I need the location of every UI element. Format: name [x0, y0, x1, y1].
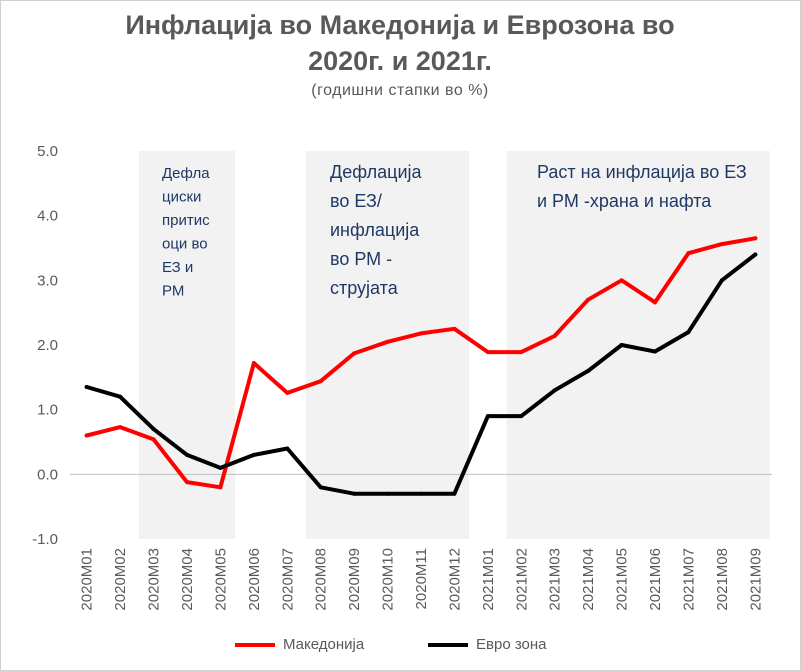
data-point-macedonia	[218, 485, 223, 490]
annotation-2-line: инфлација	[330, 220, 420, 240]
legend-swatch-macedonia	[235, 642, 275, 647]
data-point-eurozone	[84, 385, 89, 390]
x-tick-label: 2020M02	[112, 548, 129, 611]
data-point-eurozone	[719, 278, 724, 283]
data-point-macedonia	[653, 300, 657, 305]
chart-title-line1: Инфлација во Македонија и Еврозона во	[125, 10, 675, 40]
legend-item-macedonia: Македонија	[235, 636, 364, 653]
data-point-macedonia	[285, 390, 290, 395]
x-tick-label: 2020M09	[346, 548, 363, 611]
x-tick-label: 2020M07	[279, 548, 296, 611]
x-tick-label: 2021M09	[747, 548, 764, 611]
data-point-macedonia	[185, 480, 189, 485]
data-point-macedonia	[318, 379, 323, 384]
annotation-2-line: во РМ -	[330, 249, 392, 269]
data-point-macedonia	[619, 278, 624, 283]
data-point-eurozone	[185, 452, 189, 457]
x-tick-label: 2021M02	[513, 548, 530, 611]
data-point-eurozone	[118, 394, 123, 399]
annotation-1-line: оци во	[162, 236, 208, 253]
data-point-eurozone	[753, 252, 758, 257]
y-tick-label: 0.0	[37, 466, 58, 483]
annotation-1-line: ЕЗ и	[162, 259, 193, 276]
annotation-2-line: струјата	[330, 278, 399, 298]
legend: Македонија Евро зона	[0, 636, 801, 660]
data-point-macedonia	[519, 350, 524, 355]
x-tick-label: 2021M07	[680, 548, 697, 611]
data-point-macedonia	[151, 437, 156, 442]
annotation-2-line: во ЕЗ/	[330, 191, 382, 211]
annotation-3-line: Раст на инфлација во ЕЗ	[537, 162, 747, 182]
data-point-macedonia	[552, 333, 557, 338]
y-tick-label: 4.0	[37, 208, 58, 225]
data-point-macedonia	[251, 361, 256, 366]
chart-title-line2: 2020г. и 2021г.	[308, 46, 492, 76]
data-point-eurozone	[251, 452, 256, 457]
x-tick-label: 2021M06	[647, 548, 664, 611]
x-tick-label: 2020M05	[212, 548, 229, 611]
annotation-2-line: Дефлација	[330, 162, 422, 182]
data-point-macedonia	[719, 242, 724, 247]
x-tick-label: 2021M05	[614, 548, 631, 611]
data-point-eurozone	[151, 427, 156, 432]
data-point-macedonia	[686, 251, 691, 256]
y-tick-label: 3.0	[37, 272, 58, 289]
x-tick-label: 2020M01	[79, 548, 96, 611]
chart-subtitle: (годишни стапки во %)	[311, 82, 489, 99]
y-tick-label: 1.0	[37, 402, 58, 419]
data-point-eurozone	[686, 330, 691, 335]
y-tick-label: -1.0	[32, 531, 58, 548]
data-point-eurozone	[519, 414, 524, 419]
x-tick-label: 2020M04	[179, 548, 196, 611]
x-tick-label: 2021M03	[547, 548, 564, 611]
data-point-eurozone	[586, 368, 591, 373]
data-point-eurozone	[452, 491, 457, 496]
annotation-1-line: циски	[162, 189, 201, 206]
data-point-macedonia	[419, 331, 423, 336]
data-point-macedonia	[385, 339, 390, 344]
data-point-macedonia	[352, 351, 357, 356]
y-tick-label: 5.0	[37, 143, 58, 160]
x-tick-label: 2020M03	[146, 548, 163, 611]
y-tick-label: 2.0	[37, 337, 58, 354]
data-point-macedonia	[485, 350, 490, 355]
data-point-macedonia	[753, 236, 758, 241]
x-tick-label: 2020M12	[446, 548, 463, 611]
x-tick-label: 2020M08	[313, 548, 330, 611]
legend-swatch-eurozone	[428, 642, 468, 647]
x-tick-label: 2021M08	[714, 548, 731, 611]
data-point-eurozone	[485, 414, 490, 419]
data-point-eurozone	[318, 485, 323, 490]
data-point-eurozone	[552, 388, 557, 393]
annotation-1-line: притис	[162, 212, 210, 229]
x-tick-label: 2020M06	[246, 548, 263, 611]
data-point-eurozone	[653, 349, 657, 354]
legend-label-macedonia: Македонија	[283, 636, 365, 653]
data-point-eurozone	[218, 465, 223, 470]
legend-label-eurozone: Евро зона	[476, 636, 547, 653]
annotation-1-line: Дефла	[162, 165, 210, 182]
data-point-eurozone	[419, 491, 423, 496]
data-point-eurozone	[385, 491, 390, 496]
annotation-3-line: и РМ -храна и нафта	[537, 191, 712, 211]
legend-item-eurozone: Евро зона	[428, 636, 547, 653]
data-point-macedonia	[586, 297, 591, 302]
data-point-macedonia	[452, 326, 457, 331]
data-point-macedonia	[84, 433, 89, 438]
x-tick-label: 2021M01	[480, 548, 497, 611]
x-tick-label: 2020M11	[413, 548, 430, 609]
data-point-eurozone	[352, 491, 357, 496]
data-point-macedonia	[118, 425, 123, 430]
data-point-eurozone	[619, 343, 624, 347]
x-tick-label: 2021M04	[580, 548, 597, 611]
annotation-1-line: РМ	[162, 283, 184, 300]
data-point-eurozone	[285, 446, 290, 451]
x-tick-label: 2020M10	[380, 548, 397, 611]
